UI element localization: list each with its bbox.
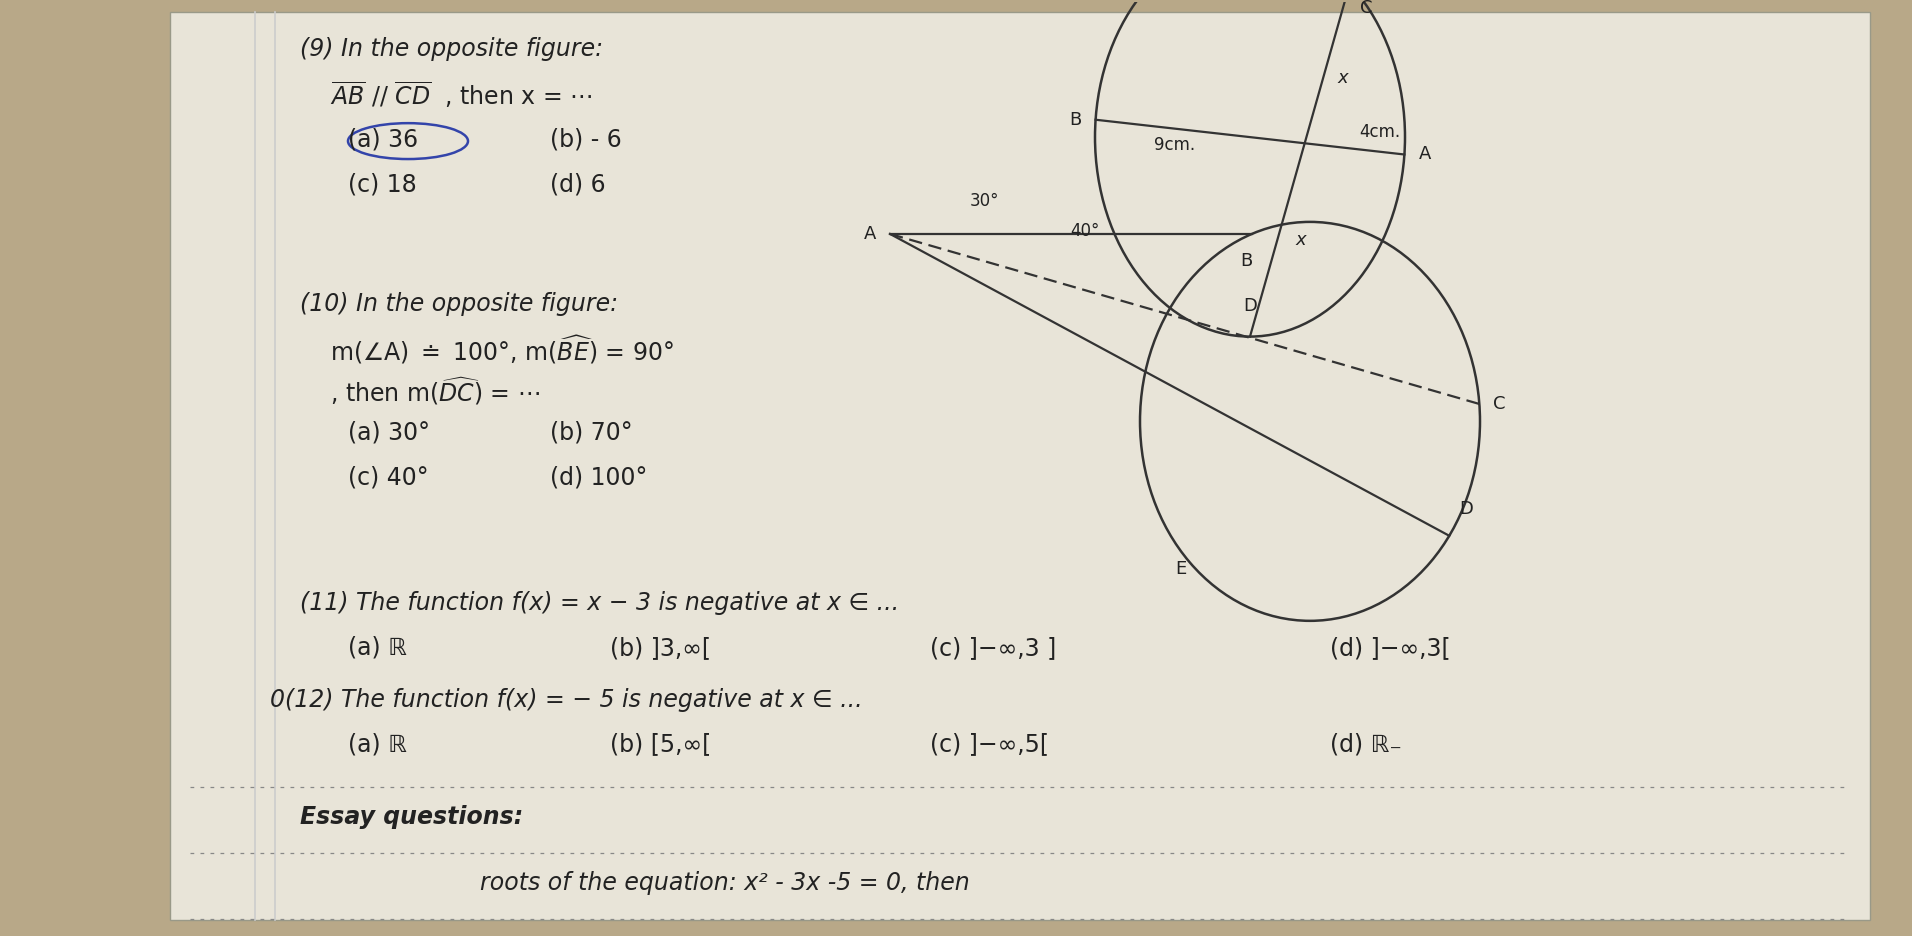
Text: (b) [5,∞[: (b) [5,∞[ bbox=[610, 733, 711, 756]
Text: 9cm.: 9cm. bbox=[1155, 137, 1195, 154]
Text: A: A bbox=[1419, 145, 1430, 164]
Text: (b) ]3,∞[: (b) ]3,∞[ bbox=[610, 636, 711, 660]
Text: (a) 30°: (a) 30° bbox=[348, 420, 430, 445]
Text: $\overline{AB}$ // $\overline{CD}$  , then x = ⋯: $\overline{AB}$ // $\overline{CD}$ , the… bbox=[331, 80, 593, 110]
Text: , then m($\widehat{DC}$) = $\cdots$: , then m($\widehat{DC}$) = $\cdots$ bbox=[331, 375, 539, 407]
Text: 40°: 40° bbox=[1071, 222, 1099, 240]
Text: x: x bbox=[1336, 68, 1348, 87]
Text: (a) ℝ: (a) ℝ bbox=[348, 733, 407, 756]
Text: (c) ]−∞,3 ]: (c) ]−∞,3 ] bbox=[929, 636, 1055, 660]
Text: 30°: 30° bbox=[969, 192, 1000, 210]
Text: D: D bbox=[1243, 297, 1256, 314]
Text: B: B bbox=[1069, 110, 1082, 129]
Text: (9) In the opposite figure:: (9) In the opposite figure: bbox=[300, 37, 602, 62]
Text: (c) 18: (c) 18 bbox=[348, 172, 417, 196]
Text: (b) 70°: (b) 70° bbox=[551, 420, 633, 445]
Text: E: E bbox=[1176, 560, 1187, 578]
Text: D: D bbox=[1459, 500, 1472, 518]
Text: B: B bbox=[1241, 252, 1252, 270]
Text: 0(12) The function f(x) = − 5 is negative at x ∈ ...: 0(12) The function f(x) = − 5 is negativ… bbox=[270, 688, 862, 711]
Text: C: C bbox=[1493, 395, 1507, 413]
Text: (11) The function f(x) = x − 3 is negative at x ∈ ...: (11) The function f(x) = x − 3 is negati… bbox=[300, 591, 899, 615]
Text: (d) 100°: (d) 100° bbox=[551, 465, 648, 490]
Bar bbox=[170, 12, 1870, 920]
Text: (a) ℝ: (a) ℝ bbox=[348, 636, 407, 660]
Text: (d) 6: (d) 6 bbox=[551, 172, 606, 196]
Text: A: A bbox=[864, 225, 876, 243]
Text: (c) 40°: (c) 40° bbox=[348, 465, 428, 490]
Text: Essay questions:: Essay questions: bbox=[300, 805, 524, 829]
Text: (10) In the opposite figure:: (10) In the opposite figure: bbox=[300, 292, 618, 315]
Text: m($\angle$A) $\doteq$ 100°, m($\widehat{BE}$) = 90°: m($\angle$A) $\doteq$ 100°, m($\widehat{… bbox=[331, 333, 673, 366]
Text: (d) ]−∞,3[: (d) ]−∞,3[ bbox=[1331, 636, 1451, 660]
Text: roots of the equation: x² - 3x -5 = 0, then: roots of the equation: x² - 3x -5 = 0, t… bbox=[300, 871, 969, 895]
Text: (c) ]−∞,5[: (c) ]−∞,5[ bbox=[929, 733, 1050, 756]
Text: x: x bbox=[1294, 231, 1306, 249]
Text: (b) - 6: (b) - 6 bbox=[551, 127, 621, 151]
Text: (a) 36: (a) 36 bbox=[348, 127, 419, 151]
Text: (d) ℝ₋: (d) ℝ₋ bbox=[1331, 733, 1401, 756]
Text: 4cm.: 4cm. bbox=[1359, 123, 1401, 141]
Text: C: C bbox=[1359, 0, 1373, 17]
